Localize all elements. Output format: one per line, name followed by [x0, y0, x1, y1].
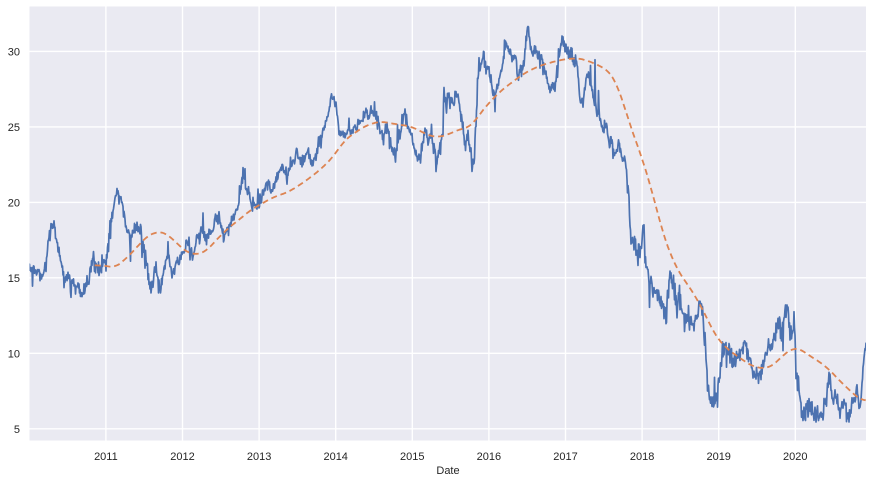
- svg-text:2018: 2018: [630, 451, 654, 463]
- svg-text:2015: 2015: [400, 451, 424, 463]
- svg-text:20: 20: [8, 197, 20, 209]
- svg-text:2016: 2016: [477, 451, 501, 463]
- svg-text:5: 5: [14, 424, 20, 436]
- svg-text:10: 10: [8, 348, 20, 360]
- svg-text:2019: 2019: [706, 451, 730, 463]
- svg-text:2017: 2017: [553, 451, 577, 463]
- svg-text:30: 30: [8, 46, 20, 58]
- svg-text:2020: 2020: [783, 451, 807, 463]
- svg-text:2014: 2014: [323, 451, 347, 463]
- svg-text:2012: 2012: [170, 451, 194, 463]
- svg-text:Date: Date: [436, 465, 459, 477]
- svg-text:2013: 2013: [247, 451, 271, 463]
- svg-text:2011: 2011: [94, 451, 118, 463]
- svg-text:25: 25: [8, 122, 20, 134]
- svg-text:15: 15: [8, 273, 20, 285]
